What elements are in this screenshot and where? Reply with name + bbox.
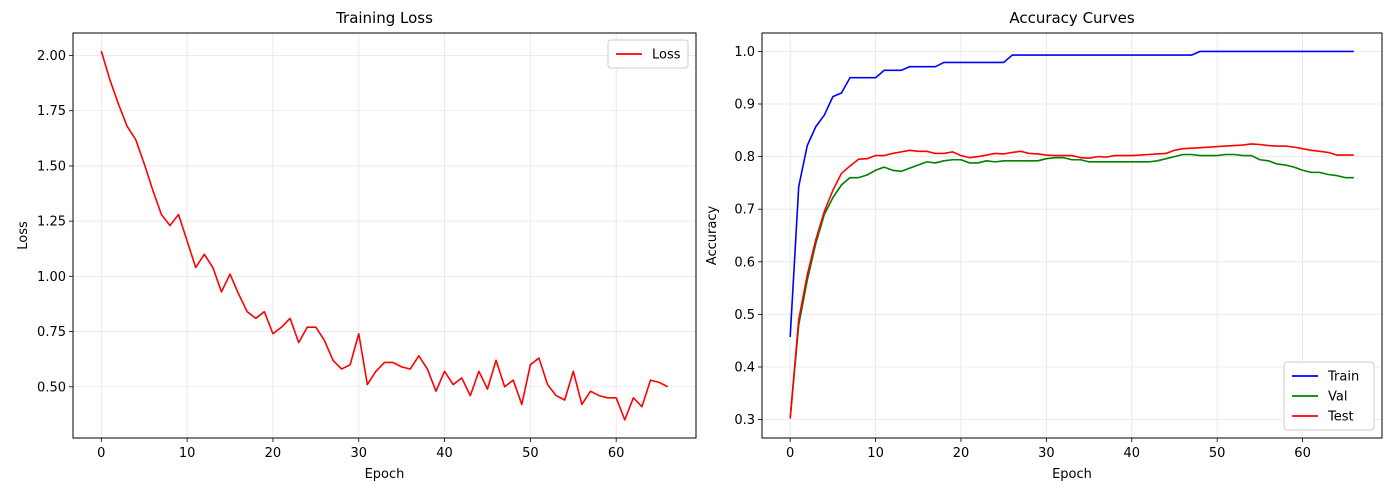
chart-1: 0 10 20 30 40 50 60 0.50 0.75 1.00 1.25 1.50 1.75 2.0… (16, 9, 697, 482)
y-tick-label: 0.7 (734, 203, 755, 218)
legend-label-loss: Loss (652, 48, 681, 63)
y-tick-label: 0.6 (734, 255, 755, 270)
y-tick-label: 2.00 (37, 49, 66, 64)
y-axis-label: Accuracy (705, 206, 720, 266)
y-tick-label: 1.00 (37, 270, 66, 285)
legend-label-val: Val (1328, 390, 1347, 405)
series-line-test (789, 143, 1354, 419)
series-line-loss (100, 50, 669, 421)
x-axis-label: Epoch (1052, 467, 1092, 482)
x-tick-label: 0 (786, 446, 794, 461)
x-tick-label: 10 (179, 446, 196, 461)
x-tick-label: 60 (608, 446, 625, 461)
legend-box (607, 39, 689, 69)
legend-box (1283, 361, 1375, 431)
plot-frame (72, 32, 697, 439)
y-axis-label: Loss (16, 221, 31, 250)
x-tick-label: 30 (350, 446, 367, 461)
x-tick-label: 50 (522, 446, 539, 461)
x-tick-label: 40 (436, 446, 453, 461)
x-tick-label: 50 (1209, 446, 1226, 461)
x-tick-label: 30 (1038, 446, 1055, 461)
legend: Loss (607, 39, 689, 69)
x-tick-label: 40 (1124, 446, 1141, 461)
y-tick-label: 1.0 (734, 45, 755, 60)
y-tick-label: 1.25 (37, 215, 66, 230)
x-tick-label: 10 (867, 446, 884, 461)
y-tick-label: 1.50 (37, 159, 66, 174)
legend-label-train: Train (1327, 370, 1359, 385)
y-tick-label: 0.3 (734, 413, 755, 428)
y-tick-label: 0.5 (734, 308, 755, 323)
series-line-val (789, 153, 1354, 419)
x-tick-label: 20 (265, 446, 282, 461)
y-tick-label: 0.8 (734, 150, 755, 165)
series-line-train (789, 50, 1354, 338)
chart-2: 0 10 20 30 40 50 60 0.3 0.4 0.5 0.6 0.7 0.8 0.9 1.0 Acc… (705, 9, 1383, 482)
y-tick-label: 0.50 (37, 380, 66, 395)
y-tick-label: 0.75 (37, 325, 66, 340)
y-tick-label: 0.4 (734, 360, 755, 375)
chart-title: Accuracy Curves (1009, 9, 1135, 27)
x-tick-label: 60 (1294, 446, 1311, 461)
x-axis-label: Epoch (365, 467, 405, 482)
chart-title: Training Loss (335, 9, 433, 27)
y-tick-label: 1.75 (37, 104, 66, 119)
legend-label-test: Test (1327, 410, 1354, 425)
x-tick-label: 0 (97, 446, 105, 461)
plot-frame (761, 32, 1383, 439)
legend: Train Val Test (1283, 361, 1375, 431)
y-tick-label: 0.9 (734, 98, 755, 113)
x-tick-label: 20 (953, 446, 970, 461)
